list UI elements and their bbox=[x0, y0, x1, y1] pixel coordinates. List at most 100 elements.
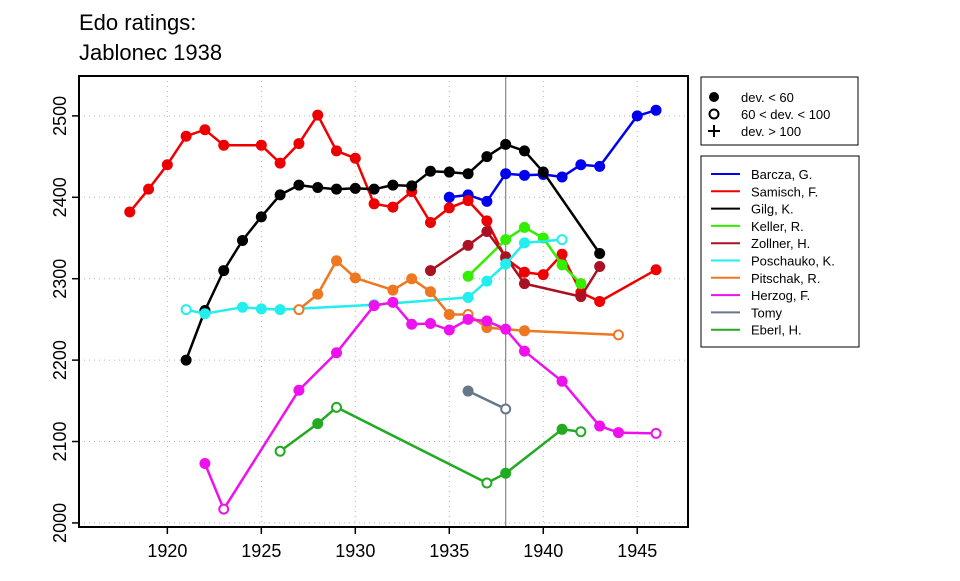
chart-title-line2: Jablonec 1938 bbox=[79, 40, 222, 65]
y-tick-label: 2300 bbox=[50, 259, 70, 299]
marker-legend: dev. < 60 60 < dev. < 100 dev. > 100 bbox=[700, 76, 859, 146]
data-point bbox=[124, 206, 136, 218]
data-point bbox=[575, 278, 587, 290]
data-point bbox=[387, 201, 399, 213]
series-zollner-h bbox=[424, 225, 606, 303]
data-point-open bbox=[274, 445, 286, 457]
data-point bbox=[443, 191, 455, 203]
data-point bbox=[556, 171, 568, 183]
series-herzog-f bbox=[199, 296, 662, 515]
series-line bbox=[467, 389, 507, 411]
data-point bbox=[293, 179, 305, 191]
data-point bbox=[443, 202, 455, 214]
data-point bbox=[331, 255, 343, 267]
data-point bbox=[387, 179, 399, 191]
series-tomy bbox=[462, 385, 512, 415]
data-point bbox=[556, 259, 568, 271]
series-legend-label: Barcza, G. bbox=[751, 167, 812, 182]
data-point bbox=[199, 308, 211, 320]
data-point bbox=[537, 269, 549, 281]
data-point bbox=[312, 182, 324, 194]
data-point-open bbox=[481, 477, 493, 489]
data-point bbox=[594, 296, 606, 307]
data-point bbox=[556, 375, 568, 387]
data-point bbox=[424, 286, 436, 298]
data-point bbox=[462, 239, 474, 251]
data-point-open bbox=[650, 427, 662, 439]
data-point bbox=[518, 221, 530, 233]
data-point bbox=[650, 264, 662, 276]
data-point bbox=[575, 159, 587, 171]
axis-layer: 1920 1925 1930 1935 1940 1945 2000 2100 2200 2300… bbox=[50, 96, 657, 561]
series-legend-label: Herzog, F. bbox=[751, 288, 810, 303]
data-point bbox=[612, 427, 624, 439]
data-point-open bbox=[218, 503, 230, 515]
data-point bbox=[481, 275, 493, 287]
data-point bbox=[518, 278, 530, 290]
data-point bbox=[462, 291, 474, 303]
data-point-open bbox=[612, 329, 624, 341]
data-point bbox=[161, 159, 173, 171]
series-legend-label: Samisch, F. bbox=[751, 184, 818, 199]
data-point bbox=[180, 130, 192, 142]
y-tick-label: 2100 bbox=[50, 421, 70, 461]
data-point bbox=[481, 215, 493, 227]
data-point bbox=[180, 354, 192, 366]
data-point bbox=[443, 166, 455, 178]
data-point bbox=[199, 124, 211, 136]
data-point bbox=[424, 317, 436, 329]
series-line bbox=[298, 259, 619, 337]
data-point bbox=[518, 145, 530, 157]
data-point bbox=[500, 138, 512, 150]
series-samisch-f bbox=[124, 109, 662, 307]
data-point bbox=[406, 180, 418, 192]
data-point bbox=[218, 265, 230, 277]
marker-legend-label: dev. < 60 bbox=[741, 90, 794, 105]
data-point bbox=[255, 303, 267, 315]
series-legend-label: Eberl, H. bbox=[751, 323, 802, 338]
data-point-open bbox=[556, 234, 568, 246]
series-legend-label: Poschauko, K. bbox=[751, 254, 835, 269]
data-point bbox=[349, 182, 361, 194]
series-line bbox=[279, 406, 582, 485]
data-point bbox=[481, 315, 493, 327]
y-tick-label: 2400 bbox=[50, 177, 70, 217]
data-point bbox=[387, 296, 399, 308]
plot-frame bbox=[78, 75, 689, 528]
series-legend-label: Zollner, H. bbox=[751, 236, 810, 251]
data-point bbox=[556, 423, 568, 435]
data-point bbox=[331, 183, 343, 195]
data-point bbox=[518, 237, 530, 249]
data-point bbox=[650, 104, 662, 116]
data-point bbox=[518, 266, 530, 278]
data-point bbox=[368, 300, 380, 312]
data-point bbox=[500, 323, 512, 335]
grid-layer bbox=[79, 76, 688, 527]
data-point bbox=[500, 234, 512, 246]
data-point bbox=[594, 420, 606, 432]
data-point bbox=[274, 304, 286, 316]
y-tick-label: 2000 bbox=[50, 503, 70, 543]
data-point bbox=[424, 165, 436, 177]
data-point bbox=[443, 309, 455, 321]
data-point bbox=[481, 225, 493, 237]
marker-legend-label: 60 < dev. < 100 bbox=[741, 107, 830, 122]
data-point bbox=[237, 301, 249, 313]
series-legend: Barcza, G. Samisch, F. Gilg, K. Keller, R. Z… bbox=[700, 155, 860, 348]
y-tick-label: 2500 bbox=[50, 96, 70, 136]
data-point bbox=[481, 151, 493, 163]
data-point bbox=[594, 160, 606, 172]
y-tick-label: 2200 bbox=[50, 340, 70, 380]
data-point bbox=[500, 258, 512, 270]
x-tick-label: 1940 bbox=[523, 541, 563, 561]
data-point bbox=[424, 265, 436, 277]
data-point-open bbox=[575, 426, 587, 438]
data-point bbox=[368, 183, 380, 195]
series-layer bbox=[124, 104, 662, 515]
data-point bbox=[274, 157, 286, 169]
data-point bbox=[255, 211, 267, 223]
data-point bbox=[143, 183, 155, 195]
data-point bbox=[255, 139, 267, 151]
legend-filled-circle-symbol bbox=[709, 92, 719, 102]
